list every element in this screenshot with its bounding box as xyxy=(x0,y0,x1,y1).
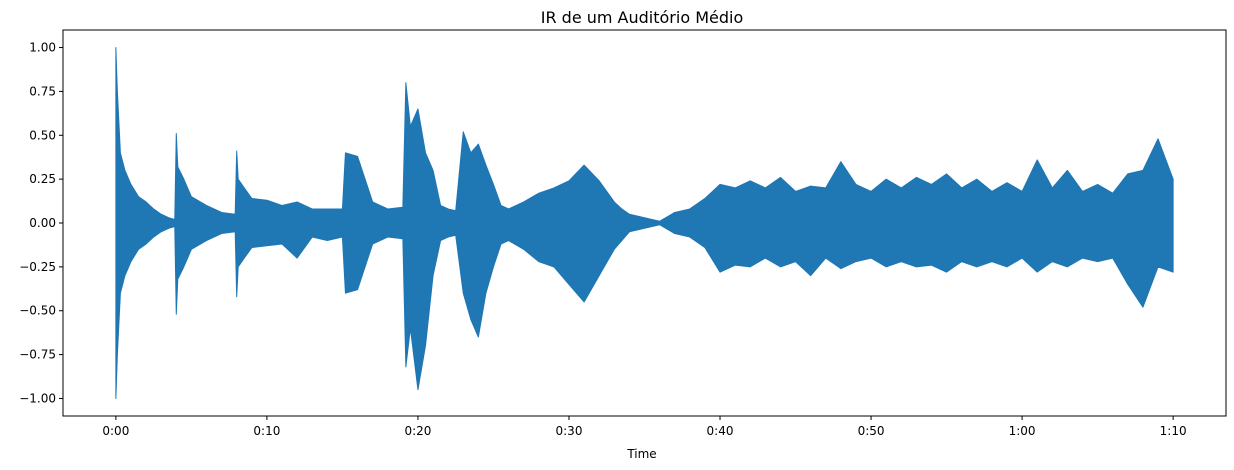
x-tick-label: 0:50 xyxy=(858,424,885,438)
y-tick-label: 0.75 xyxy=(29,84,56,98)
y-tick-label: 0.25 xyxy=(29,172,56,186)
x-tick-label: 0:30 xyxy=(556,424,583,438)
plot-area xyxy=(115,47,1174,399)
x-tick-label: 1:10 xyxy=(1160,424,1187,438)
x-axis: 0:00 0:10 0:20 0:30 0:40 0:50 1:00 1:10 xyxy=(102,416,1187,438)
y-tick-label: 1.00 xyxy=(29,41,56,55)
x-tick-label: 0:00 xyxy=(102,424,129,438)
y-tick-label: −0.25 xyxy=(19,260,56,274)
y-axis: 1.00 0.75 0.50 0.25 0.00 −0.25 −0.50 −0.75 −1.00 xyxy=(19,41,63,405)
chart-title: IR de um Auditório Médio xyxy=(541,8,744,27)
x-tick-label: 0:20 xyxy=(404,424,431,438)
x-axis-label: Time xyxy=(626,447,656,461)
y-tick-label: 0.00 xyxy=(29,216,56,230)
y-tick-label: 0.50 xyxy=(29,128,56,142)
y-tick-label: −0.75 xyxy=(19,348,56,362)
x-tick-label: 0:40 xyxy=(707,424,734,438)
x-tick-label: 1:00 xyxy=(1009,424,1036,438)
x-tick-label: 0:10 xyxy=(253,424,280,438)
y-tick-label: −0.50 xyxy=(19,304,56,318)
y-tick-label: −1.00 xyxy=(19,391,56,405)
waveform-series-0 xyxy=(115,47,1174,399)
